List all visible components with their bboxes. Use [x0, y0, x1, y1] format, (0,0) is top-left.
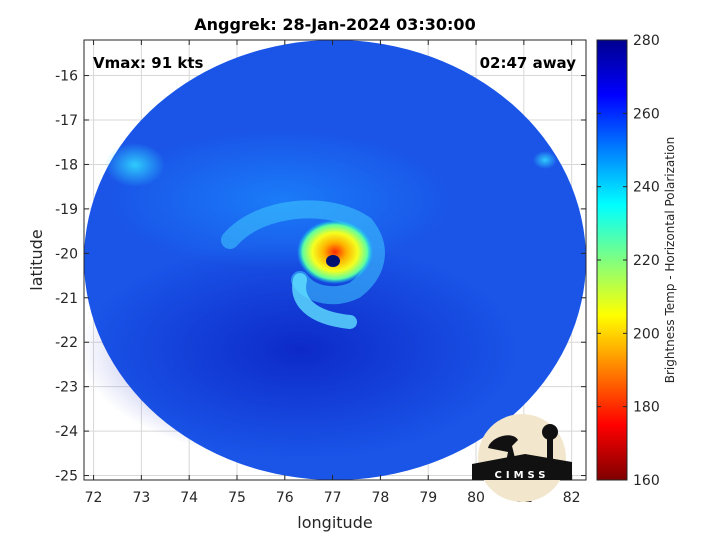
colorbar-tick-label: 240 — [633, 180, 660, 196]
y-tick-label: -24 — [55, 424, 78, 440]
swath-band-lighter — [110, 130, 450, 270]
satellite-swath — [84, 40, 586, 480]
y-axis-label: latitude — [27, 229, 46, 290]
eyewall-core — [297, 220, 373, 284]
y-tick-label: -25 — [55, 469, 78, 485]
x-tick-label: 82 — [563, 490, 581, 506]
x-tick-label: 74 — [180, 490, 198, 506]
y-tick-label: -17 — [55, 113, 78, 129]
vmax-annotation: Vmax: 91 kts — [93, 54, 203, 72]
chart-title: Anggrek: 28-Jan-2024 03:30:00 — [194, 15, 475, 34]
cimss-logo: CIMSS — [472, 414, 572, 502]
x-tick-label: 75 — [228, 490, 246, 506]
y-tick-label: -21 — [55, 291, 78, 307]
x-axis-label: longitude — [297, 513, 372, 532]
logo-tower-tank-icon — [542, 424, 558, 440]
eye — [326, 255, 340, 267]
y-tick-label: -20 — [55, 246, 78, 262]
time-offset-annotation: 02:47 away — [480, 54, 577, 72]
x-tick-label: 80 — [467, 490, 485, 506]
x-tick-label: 77 — [324, 490, 342, 506]
colorbar-tick-label: 260 — [633, 106, 660, 122]
logo-satellite-dish-icon — [488, 435, 518, 462]
colorbar — [596, 39, 628, 481]
colorbar-tick-label: 220 — [633, 253, 660, 269]
spiral-band — [221, 200, 385, 305]
x-tick-label: 76 — [276, 490, 294, 506]
y-tick-label: -23 — [55, 380, 78, 396]
colorbar-tick-label: 180 — [633, 400, 660, 416]
colorbar-tick-label: 280 — [633, 33, 660, 49]
y-tick-label: -18 — [55, 157, 78, 173]
y-axis-ticks: -16 -17 -18 -19 -20 -21 -22 -23 -24 -25 — [55, 69, 586, 485]
x-axis-ticks: 7273747576777879808182 — [85, 40, 581, 506]
x-tick-label: 79 — [419, 490, 437, 506]
swath-patch-ne — [533, 151, 557, 169]
y-tick-label: -16 — [55, 69, 78, 85]
logo-text: CIMSS — [495, 470, 550, 481]
spiral-tail — [292, 273, 357, 329]
logo-building-icon — [472, 454, 572, 480]
swath-band-darker — [84, 240, 520, 460]
colorbar-tick-label: 200 — [633, 326, 660, 342]
colorbar-label: Brightness Temp - Horizontal Polarizatio… — [663, 137, 677, 384]
x-tick-label: 73 — [132, 490, 150, 506]
y-tick-label: -19 — [55, 202, 78, 218]
axes-frame — [83, 39, 587, 481]
x-tick-label: 78 — [372, 490, 390, 506]
colorbar-ticks: 160 180 200 220 240 260 280 — [597, 33, 660, 489]
x-tick-label: 72 — [85, 490, 103, 506]
y-tick-label: -22 — [55, 335, 78, 351]
swath-patch-nw — [105, 143, 165, 187]
logo-tower-leg-icon — [547, 438, 553, 462]
colorbar-tick-label: 160 — [633, 473, 660, 489]
